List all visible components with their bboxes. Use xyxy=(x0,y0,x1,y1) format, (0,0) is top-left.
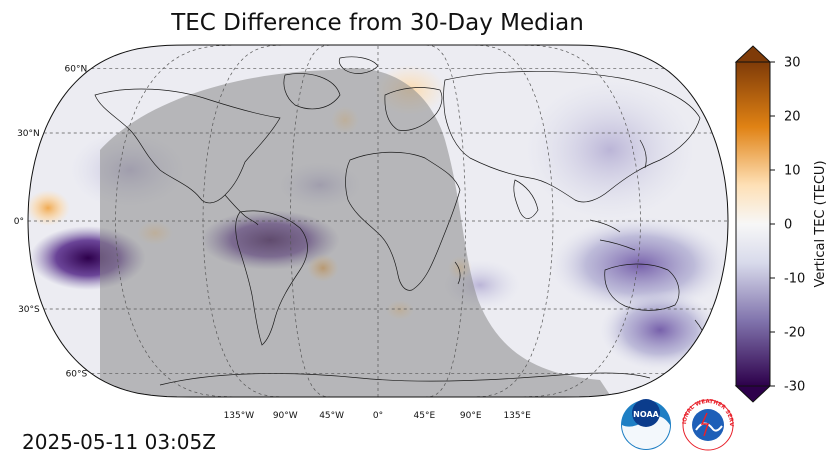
coastlines xyxy=(94,56,707,386)
colorbar-tick-label: -20 xyxy=(784,326,805,341)
colorbar-tick-label: -30 xyxy=(784,380,805,395)
colorbar-tick-label: 30 xyxy=(784,56,801,71)
globe-outline xyxy=(27,44,729,398)
latitude-label: 60°N xyxy=(65,65,88,75)
colorbar-tick-label: 10 xyxy=(784,164,801,179)
graticule-meridian xyxy=(470,45,554,397)
graticule-meridian xyxy=(424,45,466,397)
latitude-labels: 60°N 30°N 0° 30°S 60°S xyxy=(14,65,88,380)
colorbar-axis-label: Vertical TEC (TECU) xyxy=(813,160,828,287)
colorbar-tick-label: 0 xyxy=(784,218,792,233)
colorbar-tick-label: -10 xyxy=(784,272,805,287)
latitude-label: 30°N xyxy=(17,129,40,139)
longitude-label: 90°E xyxy=(460,411,482,421)
colorbar-tick-label: 20 xyxy=(784,110,801,125)
longitude-label: 90°W xyxy=(273,411,298,421)
map-title: TEC Difference from 30-Day Median xyxy=(171,10,584,36)
longitude-label: 45°W xyxy=(319,411,344,421)
colorbar-bar xyxy=(735,61,771,387)
colorbar-ticks: 30 20 10 0 -10 -20 -30 xyxy=(770,56,805,395)
longitude-labels: 135°W 90°W 45°W 0° 45°E 90°E 135°E xyxy=(224,411,532,421)
longitude-label: 0° xyxy=(373,411,383,421)
longitude-label: 45°E xyxy=(414,411,436,421)
graticule-meridian xyxy=(115,45,239,397)
timestamp: 2025-05-11 03:05Z xyxy=(22,430,216,454)
graticule-meridian xyxy=(517,45,641,397)
graticule-meridian xyxy=(290,45,332,397)
colorbar-top-extend xyxy=(734,45,772,63)
longitude-label: 135°W xyxy=(224,411,255,421)
longitude-label: 135°E xyxy=(503,411,531,421)
graticule-meridian xyxy=(202,45,286,397)
latitude-label: 30°S xyxy=(18,305,40,315)
graticule-grid xyxy=(28,45,728,397)
night-shading xyxy=(100,68,620,397)
latitude-label: 60°S xyxy=(66,369,88,379)
latitude-label: 0° xyxy=(14,217,24,227)
colorbar-bottom-extend xyxy=(734,385,772,403)
